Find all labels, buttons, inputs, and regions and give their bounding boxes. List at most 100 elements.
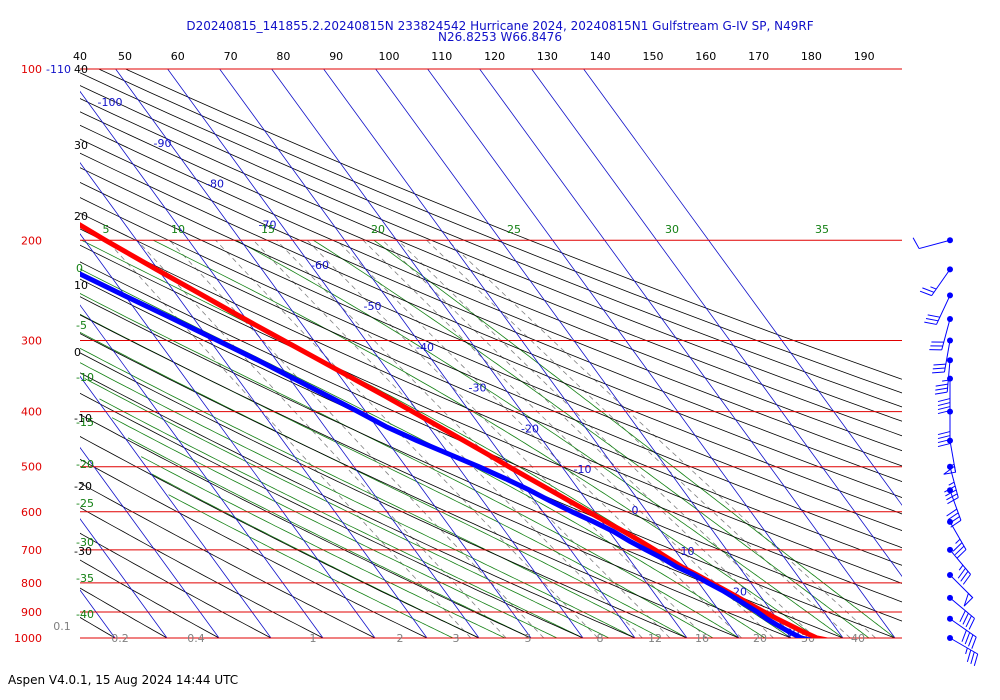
dry-adiabat-line [80,352,688,638]
top-temp-tick-label: 150 [643,50,664,63]
dry-adiabat-line [80,414,532,638]
pressure-tick-label: 300 [21,334,42,347]
mixing-ratio-label: 16 [695,632,709,645]
wind-barb-staff [949,637,978,655]
top-temp-tick-label: 140 [590,50,611,63]
moist-adiabat-label: -10 [76,371,94,384]
theta-tick-label: 30 [74,139,88,152]
moist-adiabat-label: -25 [76,497,94,510]
mixing-ratio-line [382,240,798,638]
isotherm-line [167,69,584,638]
pressure-tick-label: 500 [21,461,42,474]
wind-barb [946,487,962,528]
dry-adiabat-line [80,278,896,638]
isotherm-line [427,69,844,638]
sounding-profiles [80,222,831,638]
wind-barb-staff [949,490,962,521]
wind-barb [947,615,977,649]
dry-adiabats [80,69,902,638]
wind-barb-flag [968,618,975,630]
mixing-ratio-label: 2 [397,632,404,645]
wind-barb-flag [966,649,972,663]
top-temp-tick-label: 40 [73,50,87,63]
wind-barb-staff [949,597,975,619]
wind-barb-flag [937,398,951,403]
isotherm-line [80,304,324,638]
theta-tick-label: -30 [74,545,92,558]
moist-adiabat-line [127,437,532,638]
wind-barb-flag [947,497,959,505]
wind-barb-flag [947,512,959,521]
wind-barb [912,237,953,250]
pressure-tick-label: 1000 [14,632,42,645]
wind-barb-flag [937,431,951,436]
isotherm-label: -60 [311,259,329,272]
wind-barb [934,357,953,395]
dewpoint-profile-line [80,271,813,638]
top-temp-tick-label: 170 [748,50,769,63]
wind-barb-flag [937,402,951,407]
isotherm-label: 10 [681,545,695,558]
wind-barb-staff [941,318,951,351]
wind-barb [924,292,953,325]
wind-barb-flag [935,383,948,387]
dry-adiabat-line [80,181,902,531]
moist-adiabat-label: -20 [76,458,94,471]
dry-adiabat-line [80,212,902,566]
wind-barb-flag [932,367,946,370]
theta-tick-label: 0 [74,346,81,359]
isotherm-label: -80 [206,178,224,191]
top-temp-tick-label: 100 [379,50,400,63]
mixing-ratio-line [253,240,643,638]
wind-barb-flag [927,314,940,318]
wind-barb-flag [971,636,977,649]
isotherm-line [531,69,902,578]
wind-barb [947,546,971,585]
mixing-ratio-label: 0.4 [187,632,205,645]
wind-barb [937,375,953,415]
wind-barb-flag [937,443,951,448]
dry-adiabat-line [80,124,902,467]
wind-barb-flag [962,613,969,625]
isotherm-line [323,69,740,638]
isotherm-line [479,69,896,638]
wind-barb [932,337,953,374]
dry-adiabat-line [125,69,902,380]
wind-barb-half-flag [958,564,964,571]
wind-barb-staff [936,295,951,325]
top-temp-tick-label: 180 [801,50,822,63]
wind-barb-half-flag [955,538,961,544]
isotherm-label: -20 [521,422,539,435]
wind-barb [929,315,953,351]
wind-barb-flag [960,571,969,582]
moist-adiabat-line [168,494,454,638]
dry-adiabat-line [80,244,902,603]
top-temp-tick-label: 90 [329,50,343,63]
isotherm-line [80,589,116,638]
wind-barb-staff [949,549,971,575]
theta-tick-label: 20 [74,210,88,223]
moist-adiabat-line [80,362,636,638]
wind-barb-half-flag [942,379,949,382]
theta-tick-label: -20 [74,480,92,493]
theta-tick-label: 40 [74,63,88,76]
isotherms [80,69,902,638]
dry-adiabat-line [80,482,376,638]
mixing-ratio-line [426,240,851,638]
mixing-ratio-line [362,240,774,638]
dry-adiabat-line [80,392,584,638]
moist-adiabat-label: -15 [76,416,94,429]
dry-adiabat-line [80,228,902,584]
mixing-ratio-label: 5 [525,632,532,645]
wind-barb-flag [973,653,979,667]
wind-barb [947,572,974,607]
wind-barb-half-flag [965,647,968,655]
moist-adiabat-label: 30 [665,223,679,236]
mixing-ratio-label: 0.2 [111,632,129,645]
isotherm-line [80,233,376,638]
footer-version-text: Aspen V4.0.1, 15 Aug 2024 14:44 UTC [8,673,239,687]
dry-adiabat-line [80,138,902,482]
chart-title-line-1: D20240815_141855.2.20240815N 233824542 H… [186,19,814,33]
pressure-tick-label: 400 [21,406,42,419]
